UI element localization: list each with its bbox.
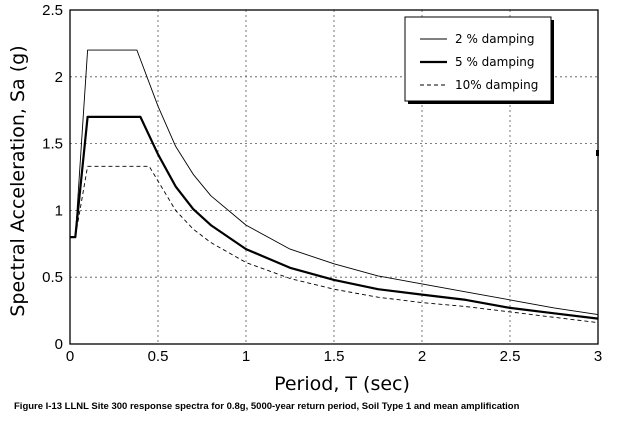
legend: 2 % damping 5 % damping 10% damping bbox=[404, 16, 554, 104]
legend-label: 5 % damping bbox=[455, 55, 535, 69]
x-tick-label: 2 bbox=[418, 348, 426, 365]
figure-caption: Figure I-13 LLNL Site 300 response spect… bbox=[14, 401, 520, 412]
y-tick-labels: 0 0.5 1 1.5 2 2.5 bbox=[42, 2, 63, 353]
y-tick-label: 2 bbox=[55, 69, 63, 86]
plot-frame bbox=[69, 9, 599, 345]
legend-label: 10% damping bbox=[455, 78, 538, 92]
x-tick-label: 1 bbox=[242, 348, 250, 365]
y-tick-label: 1.5 bbox=[42, 136, 63, 153]
x-tick-label: 1.5 bbox=[324, 348, 345, 365]
y-tick-label: 2.5 bbox=[42, 2, 63, 19]
x-tick-label: 0 bbox=[66, 348, 74, 365]
x-tick-label: 3 bbox=[594, 348, 602, 365]
series-line-1 bbox=[70, 49, 599, 316]
legend-label: 2 % damping bbox=[455, 32, 535, 46]
series-line-3 bbox=[70, 165, 599, 324]
y-axis-label: Spectral Acceleration, Sa (g) bbox=[7, 45, 29, 316]
series-line-2 bbox=[70, 115, 599, 320]
x-tick-labels: 0 0.5 1 1.5 2 2.5 3 bbox=[66, 348, 602, 365]
edge-mark bbox=[596, 150, 599, 156]
y-tick-label: 0.5 bbox=[42, 269, 63, 286]
y-tick-label: 0 bbox=[55, 336, 63, 353]
series-lines bbox=[70, 49, 599, 324]
x-tick-label: 0.5 bbox=[148, 348, 169, 365]
x-tick-label: 2.5 bbox=[500, 348, 521, 365]
legend-box bbox=[404, 16, 552, 102]
y-tick-label: 1 bbox=[55, 202, 63, 219]
x-axis-label: Period, T (sec) bbox=[274, 373, 410, 395]
